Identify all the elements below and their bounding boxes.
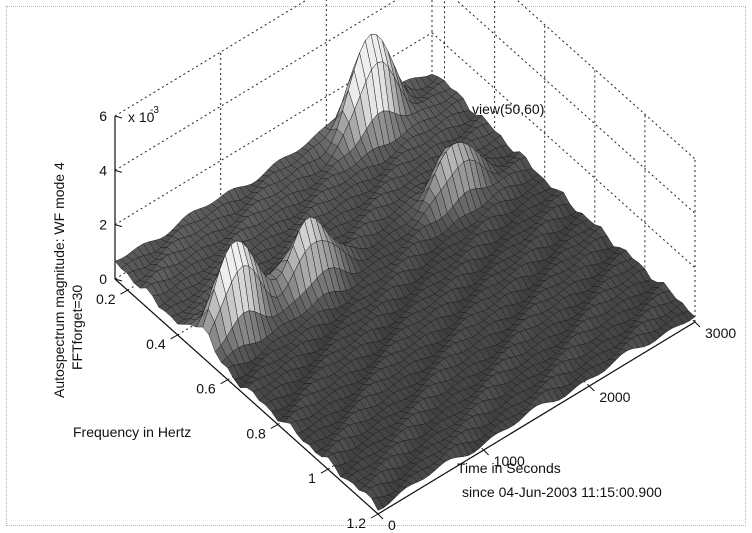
y-tick-label: 2000 — [599, 389, 630, 405]
y-axis-label-line1: Time in Seconds — [457, 460, 561, 476]
figure-frame — [6, 6, 746, 526]
z-tick-label: 6 — [99, 108, 107, 124]
z-tick-label: 4 — [99, 162, 107, 178]
tick-labels: 0 2 4 6 0.2 0.4 0.6 0.8 1 1.2 0 1000 2000 3000 — [96, 108, 736, 533]
x-tick-mark — [220, 379, 228, 385]
z-axis-label-line1: Autospectrum magnitude: WF mode 4 — [51, 162, 67, 398]
x-tick-label: 0.4 — [146, 336, 166, 352]
x-axis-line — [114, 278, 379, 515]
z-tick-label: 2 — [99, 217, 107, 233]
z-exponent: -3 — [150, 105, 159, 116]
grid-line — [114, 0, 308, 117]
y-tick-label: 0 — [388, 517, 396, 533]
z-tick-mark — [114, 278, 123, 282]
x-tick-label: 0.8 — [246, 425, 266, 441]
surface-patch — [371, 497, 385, 511]
y-axis-label-line2: since 04-Jun-2003 11:15:00.900 — [462, 484, 662, 500]
grid-line — [516, 0, 696, 160]
y-tick-mark — [483, 449, 490, 456]
z-tick-mark — [114, 169, 123, 173]
grid-line — [114, 0, 398, 171]
y-tick-label: 3000 — [705, 325, 736, 341]
x-tick-mark — [170, 334, 178, 340]
x-tick-mark — [370, 513, 379, 519]
x-tick-label: 0.6 — [196, 381, 216, 397]
z-tick-mark — [114, 224, 123, 228]
x-tick-mark — [270, 424, 279, 429]
annotation-view: view(50,60) — [472, 101, 544, 117]
grid-line — [431, 32, 696, 269]
x-tick-label: 0.2 — [96, 291, 116, 307]
y-tick-mark — [588, 385, 595, 392]
x-tick-mark — [120, 289, 128, 295]
z-tick-mark — [114, 115, 123, 119]
y-tick-mark — [694, 321, 701, 328]
z-tick-label: 0 — [99, 271, 107, 287]
x-tick-label: 1 — [308, 470, 316, 486]
x-tick-label: 1.2 — [347, 515, 367, 531]
x-tick-mark — [320, 468, 329, 474]
grid-line — [455, 0, 696, 214]
surface-plot — [114, 33, 696, 511]
grid-line — [114, 32, 433, 226]
x-axis-label: Frequency in Hertz — [73, 424, 191, 440]
y-axis-line — [377, 321, 696, 515]
y-tick-label: 1000 — [494, 453, 525, 469]
y-tick-mark — [377, 513, 384, 520]
z-multiplier: x 10 — [128, 109, 155, 125]
z-axis-label-line2: FFTforget=30 — [69, 285, 85, 370]
